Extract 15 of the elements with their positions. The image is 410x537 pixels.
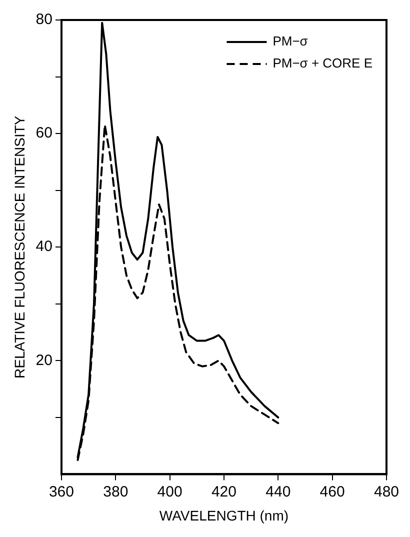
x-tick-label: 460 (320, 483, 345, 500)
x-tick-label: 360 (48, 483, 74, 500)
x-tick-label: 440 (266, 483, 291, 500)
y-axis-title: RELATIVE FLUORESCENCE INTENSITY (11, 115, 28, 378)
y-tick-label: 20 (36, 352, 52, 369)
x-tick-label: 420 (211, 483, 236, 500)
y-tick-label: 80 (36, 11, 52, 28)
x-tick-label: 480 (374, 483, 399, 500)
y-tick-label: 40 (36, 238, 52, 256)
legend-label: PM−σ + CORE E (272, 56, 373, 71)
x-tick-label: 400 (157, 483, 182, 500)
legend-label: PM−σ (272, 34, 308, 49)
x-tick-label: 380 (103, 483, 128, 500)
x-axis-title: WAVELENGTH (nm) (159, 507, 289, 524)
y-tick-label: 60 (36, 124, 52, 142)
